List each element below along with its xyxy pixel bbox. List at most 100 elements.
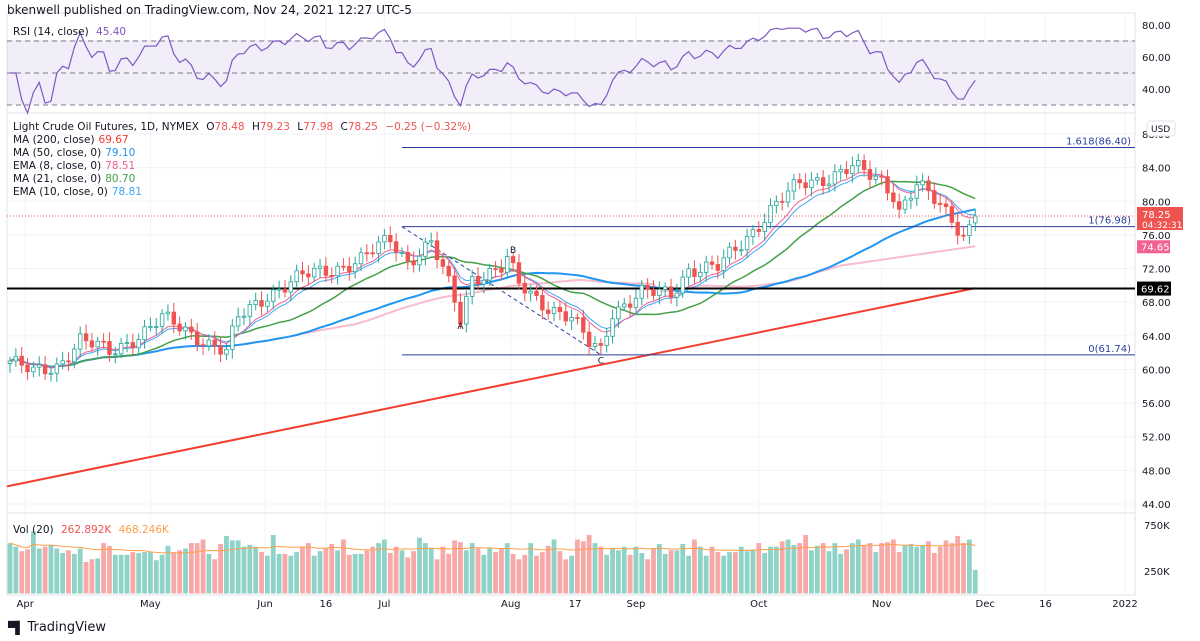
volume-bar [803,535,808,594]
candle-body [428,240,434,243]
open-label: O [206,121,215,133]
volume-bar [60,553,66,594]
candle-body [592,343,598,347]
low-label: L [297,121,304,133]
volume-bar [54,548,60,594]
volume-bar [908,544,914,594]
candle-body [721,257,726,271]
volume-bar [949,543,955,594]
volume-bar [961,543,966,594]
support-price-label: 69.62 [1141,285,1170,296]
candle-body [481,279,487,285]
price-tick-label: 64.00 [1142,332,1171,343]
candle-body [382,235,387,243]
volume-bar [727,552,732,594]
candle-body [809,179,814,189]
candle-body [534,290,539,296]
volume-bar [861,544,867,594]
volume-bar [66,550,71,594]
candle-body [861,160,867,170]
candle-body [727,246,732,259]
volume-bar [510,553,516,594]
currency-badge [1146,120,1176,137]
volume-bar [493,552,498,594]
candle-body [440,259,446,267]
ma200-label: MA (200, close) [13,134,95,146]
volume-bar [504,543,510,594]
last-price-badge [1137,206,1183,230]
candle-body [469,275,475,297]
price-tick-label: 56.00 [1142,399,1171,410]
candle-body [265,300,270,307]
volume-bar [323,548,329,594]
ma21-legend[interactable]: MA (21, close, 0) 80.70 [13,173,475,186]
candle-body [651,289,656,296]
candle-body [955,221,960,236]
volume-bar [159,554,165,594]
volume-bar [738,546,744,594]
candle-body [417,255,422,266]
candle-body [657,288,662,296]
ema8-legend[interactable]: EMA (8, close, 0) 78.51 [13,160,475,173]
ema10-value: 78.81 [111,186,142,198]
price-legend: Light Crude Oil Futures, 1D, NYMEX O78.4… [13,121,475,199]
volume-bar [610,548,615,594]
volume-bar [247,544,253,594]
volume-bar [300,546,305,594]
volume-bar [528,543,534,594]
volume-bar [534,555,539,594]
candle-body [31,366,36,373]
candle-body [171,311,176,325]
volume-bar [346,554,352,594]
candle-body [616,306,621,320]
volume-bar [422,543,428,594]
candle-body [639,284,644,299]
candle-body [838,169,843,173]
symbol-name[interactable]: Light Crude Oil Futures, 1D, NYMEX [13,121,199,133]
volume-bar [265,555,270,594]
vol-ma-value: 468.246K [118,524,169,536]
vol-tick-label: 750K [1144,521,1170,532]
candle-body [949,206,955,223]
ema10-legend[interactable]: EMA (10, close, 0) 78.81 [13,186,475,199]
candle-body [370,252,375,255]
volume-bar [458,542,463,594]
volume-bar [95,558,101,594]
candle-body [563,311,568,322]
volume-bar [814,545,820,594]
footer-brand[interactable]: ▀▌ TradingView [8,620,106,635]
volume-bar [668,550,674,594]
candle-body [411,260,416,266]
candle-body [25,364,30,373]
volume-bar [580,541,586,594]
fib-trend-line [401,226,602,356]
candle-body [165,311,171,315]
volume-bar [335,550,340,594]
candle-body [7,360,13,364]
volume-bar [218,544,223,594]
candle-body [744,236,750,251]
candle-body [856,160,861,167]
volume-bar [715,552,721,594]
volume-bar [288,555,294,594]
candle-body [347,265,352,273]
volume-bar [697,546,703,594]
candle-body [247,304,253,317]
candle-body [756,229,761,232]
volume-bar [703,555,709,594]
close-value: 78.25 [347,121,378,133]
volume-bar [545,545,551,594]
volume-bar [229,540,235,594]
price-tick-label: 44.00 [1142,500,1171,511]
candle-body [505,256,510,273]
candle-body [235,316,241,327]
volume-bar [656,544,662,594]
candle-body [259,300,264,307]
ma50-legend[interactable]: MA (50, close, 0) 79.10 [13,147,475,160]
rsi-tick-label: 40.00 [1142,85,1171,96]
time-tick-label: 16 [320,599,333,610]
candle-body [388,235,393,243]
volume-bar [931,553,937,594]
ma200-legend[interactable]: MA (200, close) 69.67 [13,134,475,147]
